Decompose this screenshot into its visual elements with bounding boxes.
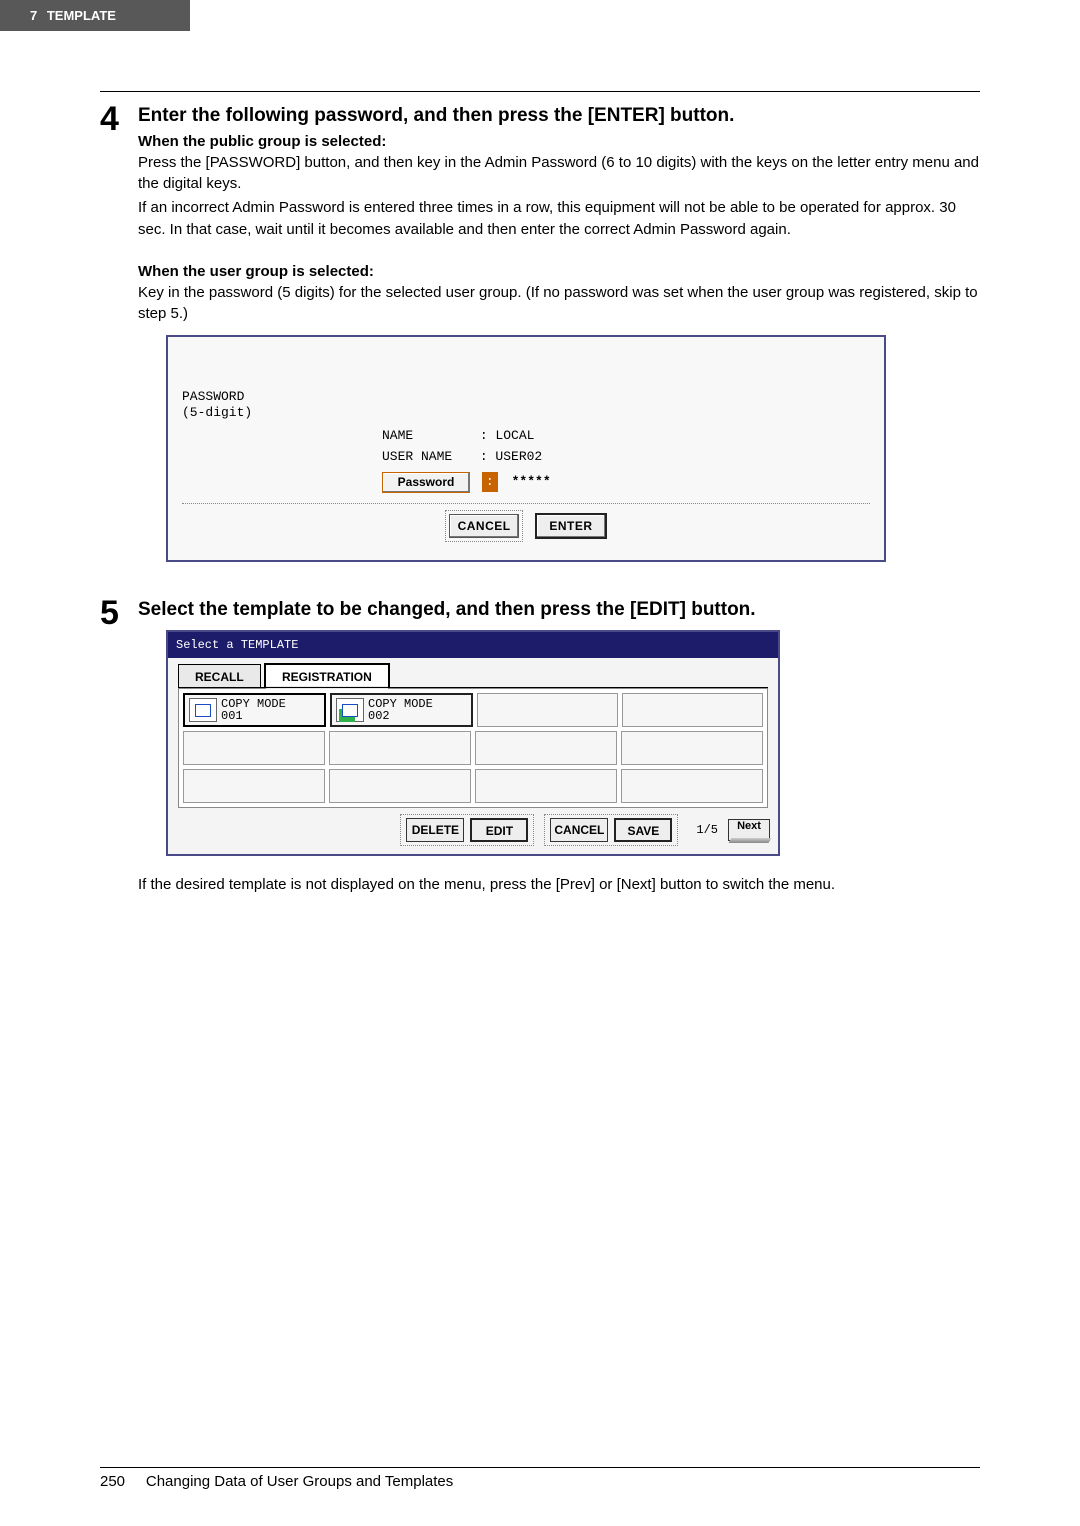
section-title: Changing Data of User Groups and Templat…	[146, 1473, 453, 1490]
page-indicator: 1/5	[696, 823, 718, 837]
chapter-number: 7	[30, 8, 37, 23]
step-5-title: Select the template to be changed, and t…	[138, 598, 980, 623]
cell1-line2: 001	[221, 710, 286, 723]
step-4-title: Enter the following password, and then p…	[138, 104, 980, 129]
enter-button[interactable]: ENTER	[535, 513, 607, 539]
name-label: NAME	[382, 428, 472, 443]
tab-underline	[178, 687, 768, 688]
next-button[interactable]: Next	[728, 819, 770, 841]
password-button[interactable]: Password	[382, 472, 470, 493]
name-value: : LOCAL	[480, 428, 535, 443]
step-4-sub-public: When the public group is selected:	[138, 133, 980, 150]
password-sublabel: (5-digit)	[182, 405, 870, 421]
password-label: PASSWORD	[182, 389, 870, 405]
template-cell-empty[interactable]	[329, 731, 471, 765]
tab-recall[interactable]: RECALL	[178, 664, 261, 687]
template-icon	[189, 698, 217, 722]
step-4-p2: If an incorrect Admin Password is entere…	[138, 197, 980, 241]
cancel-save-group: CANCEL SAVE	[544, 814, 678, 846]
template-cell-001[interactable]: COPY MODE 001	[183, 693, 326, 727]
chapter-header: 7 TEMPLATE	[0, 0, 190, 31]
page-footer: 250 Changing Data of User Groups and Tem…	[100, 1467, 980, 1490]
page-number: 250	[100, 1473, 125, 1490]
template-cell-empty[interactable]	[477, 693, 618, 727]
password-panel: PASSWORD (5-digit) NAME : LOCAL USER NAM…	[166, 335, 886, 562]
template-cell-empty[interactable]	[622, 693, 763, 727]
template-cell-empty[interactable]	[329, 769, 471, 803]
template-title: Select a TEMPLATE	[168, 632, 778, 658]
password-mask: *****	[506, 472, 557, 492]
step-4-p1: Press the [PASSWORD] button, and then ke…	[138, 152, 980, 196]
top-rule	[100, 91, 980, 92]
step-4-sub-user: When the user group is selected:	[138, 263, 980, 280]
template-cell-empty[interactable]	[621, 731, 763, 765]
tab-registration[interactable]: REGISTRATION	[264, 663, 390, 687]
edit-button[interactable]: EDIT	[470, 818, 528, 842]
after-template-text: If the desired template is not displayed…	[138, 874, 980, 896]
step-4-p3: Key in the password (5 digits) for the s…	[138, 282, 980, 326]
template-cell-empty[interactable]	[183, 731, 325, 765]
step-5-number: 5	[100, 596, 138, 630]
template-panel: Select a TEMPLATE RECALL REGISTRATION CO…	[166, 630, 780, 856]
template-cell-empty[interactable]	[183, 769, 325, 803]
template-cancel-button[interactable]: CANCEL	[550, 818, 608, 842]
user-name-label: USER NAME	[382, 449, 472, 464]
template-cell-empty[interactable]	[475, 731, 617, 765]
template-cell-empty[interactable]	[475, 769, 617, 803]
template-grid: COPY MODE 001 COPY MODE 002	[178, 688, 768, 808]
template-icon	[336, 698, 364, 722]
cancel-button[interactable]: CANCEL	[449, 514, 519, 538]
delete-edit-group: DELETE EDIT	[400, 814, 534, 846]
cell2-line2: 002	[368, 710, 433, 723]
save-button[interactable]: SAVE	[614, 818, 672, 842]
chapter-title: TEMPLATE	[47, 8, 116, 23]
delete-button[interactable]: DELETE	[406, 818, 464, 842]
step-4-number: 4	[100, 102, 138, 136]
password-colon: :	[482, 472, 498, 492]
user-name-value: : USER02	[480, 449, 542, 464]
template-cell-empty[interactable]	[621, 769, 763, 803]
template-cell-002[interactable]: COPY MODE 002	[330, 693, 473, 727]
